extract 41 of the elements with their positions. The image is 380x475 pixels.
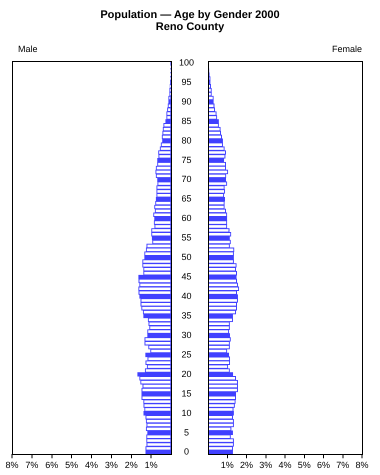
y-tick-label: 50 bbox=[182, 252, 192, 262]
x-tick-label: 8% bbox=[5, 460, 19, 470]
x-tick-label: 4% bbox=[84, 460, 98, 470]
x-tick-label: 2% bbox=[240, 460, 254, 470]
chart-subtitle: Reno County bbox=[154, 21, 226, 33]
x-tick-label: 7% bbox=[25, 460, 38, 470]
x-tick-label: 1% bbox=[220, 460, 234, 470]
y-tick-label: 85 bbox=[182, 116, 192, 126]
y-tick-label: 0 bbox=[184, 446, 190, 457]
x-tick-label: 5% bbox=[65, 460, 78, 470]
x-tick-label: 6% bbox=[316, 460, 330, 470]
y-tick-label: 95 bbox=[182, 76, 192, 87]
y-tick-label: 45 bbox=[182, 272, 192, 282]
y-tick-label: 30 bbox=[182, 330, 192, 340]
chart-title: Population — Age by Gender 2000 bbox=[99, 9, 281, 21]
y-tick-label: 90 bbox=[182, 96, 192, 106]
y-tick-label: 75 bbox=[182, 154, 192, 165]
text: Male bbox=[18, 44, 38, 54]
x-tick-label: 4% bbox=[278, 460, 292, 470]
y-tick-label: 40 bbox=[182, 291, 192, 302]
y-tick-label: 5 bbox=[184, 427, 190, 438]
y-tick-label: 15 bbox=[182, 388, 192, 398]
x-tick-label: 3% bbox=[259, 460, 272, 470]
y-tick-label: 100 bbox=[178, 57, 194, 68]
y-tick-label: 55 bbox=[182, 232, 192, 243]
x-tick-label: 3% bbox=[104, 460, 118, 470]
y-tick-label: 80 bbox=[182, 135, 192, 146]
x-tick-label: 2% bbox=[124, 460, 138, 470]
y-tick-label: 65 bbox=[182, 194, 192, 204]
x-tick-label: 1% bbox=[144, 460, 158, 470]
text: Female bbox=[332, 44, 362, 54]
y-tick-label: 70 bbox=[182, 174, 192, 184]
y-tick-label: 20 bbox=[182, 368, 192, 379]
x-tick-label: 7% bbox=[336, 460, 350, 470]
x-tick-label: 5% bbox=[298, 460, 311, 470]
y-tick-label: 35 bbox=[182, 310, 192, 320]
x-tick-label: 6% bbox=[45, 460, 58, 470]
x-tick-label: 8% bbox=[355, 460, 369, 470]
y-tick-label: 10 bbox=[182, 408, 192, 418]
y-tick-label: 25 bbox=[182, 349, 192, 360]
y-tick-label: 60 bbox=[182, 213, 192, 224]
